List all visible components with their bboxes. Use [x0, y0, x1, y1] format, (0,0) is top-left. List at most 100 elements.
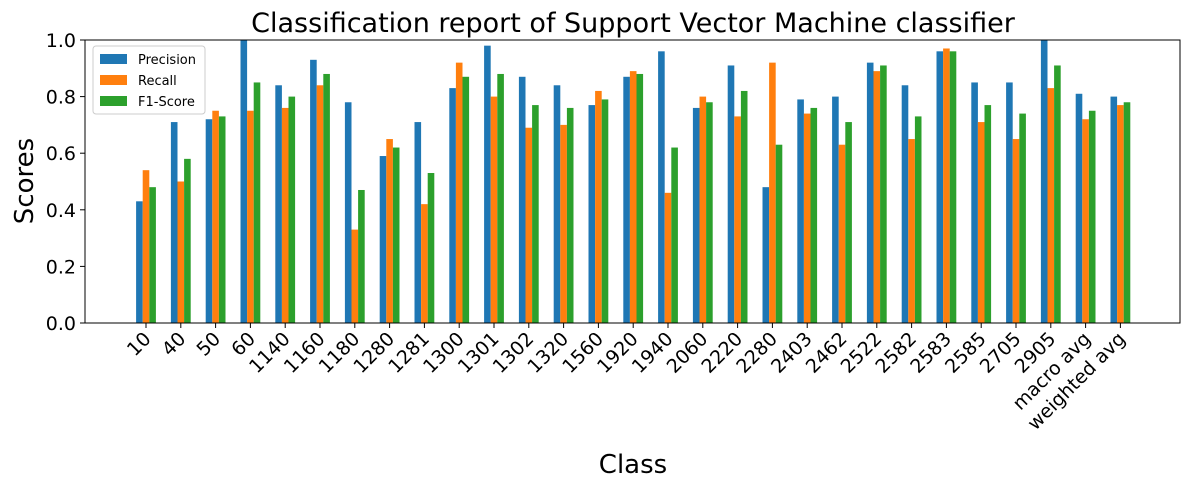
bar-f1-score-3	[253, 82, 261, 323]
bar-f1-score-26	[1054, 65, 1061, 323]
legend-swatch-f1-score	[100, 96, 127, 106]
bar-recall-22	[908, 139, 915, 323]
bar-recall-24	[977, 122, 985, 323]
bar-f1-score-27	[1088, 110, 1096, 323]
bar-precision-18	[762, 187, 770, 323]
bar-precision-15	[658, 51, 665, 323]
bar-precision-7	[379, 156, 387, 323]
bar-precision-24	[971, 82, 978, 323]
bar-recall-12	[560, 124, 567, 324]
bar-f1-score-5	[323, 73, 330, 324]
bar-precision-26	[1040, 40, 1048, 323]
bar-recall-23	[943, 48, 950, 324]
bar-precision-17	[727, 65, 735, 323]
series-precision	[136, 40, 1118, 324]
bar-precision-28	[1110, 96, 1118, 323]
legend-label-precision: Precision	[138, 53, 196, 68]
bar-recall-16	[699, 96, 707, 323]
bar-f1-score-25	[1019, 113, 1026, 323]
legend-swatch-precision	[100, 54, 127, 64]
y-tick-label-3: 0.6	[46, 143, 76, 165]
bar-f1-score-18	[775, 144, 783, 323]
series-recall	[142, 48, 1124, 324]
bar-f1-score-22	[914, 116, 922, 323]
bar-recall-26	[1047, 88, 1055, 323]
bar-f1-score-17	[740, 90, 748, 323]
bar-f1-score-7	[392, 147, 400, 323]
bar-f1-score-20	[845, 122, 852, 323]
bar-recall-4	[281, 107, 289, 323]
bar-recall-0	[142, 170, 150, 323]
bar-precision-13	[588, 105, 596, 323]
bar-f1-score-1	[184, 158, 191, 323]
bar-precision-0	[136, 201, 143, 323]
bar-recall-15	[664, 192, 672, 323]
bar-precision-2	[205, 119, 213, 324]
bar-precision-23	[936, 51, 944, 323]
legend-label-f1-score: F1-Score	[138, 95, 195, 110]
bar-recall-19	[803, 113, 811, 323]
bar-recall-28	[1117, 105, 1124, 323]
bar-recall-9	[455, 62, 463, 323]
bar-f1-score-23	[949, 51, 957, 323]
bar-precision-21	[866, 62, 874, 323]
bar-f1-score-19	[810, 107, 818, 323]
bar-f1-score-12	[566, 107, 574, 323]
bar-precision-16	[692, 107, 700, 323]
bar-precision-22	[901, 85, 909, 323]
legend-swatch-recall	[100, 75, 127, 85]
bar-f1-score-14	[636, 73, 644, 324]
x-tick-label-2: 50	[192, 328, 225, 361]
bar-precision-11	[518, 76, 526, 323]
bar-recall-2	[212, 110, 219, 323]
bar-precision-8	[414, 122, 422, 323]
x-tick-label-0: 10	[123, 328, 156, 361]
x-axis-title: Class	[599, 450, 667, 480]
bar-f1-score-11	[532, 105, 539, 323]
bar-f1-score-13	[601, 99, 609, 324]
y-tick-label-5: 1.0	[46, 30, 76, 52]
bar-precision-9	[449, 88, 456, 323]
y-tick-label-2: 0.4	[46, 200, 76, 222]
bar-f1-score-8	[427, 173, 435, 323]
bar-recall-25	[1012, 139, 1020, 323]
bar-f1-score-9	[462, 76, 470, 323]
series-f1-score	[149, 51, 1131, 324]
bars-group	[136, 40, 1131, 324]
bar-recall-5	[316, 85, 324, 323]
bar-recall-10	[490, 96, 498, 323]
y-tick-label-1: 0.2	[46, 256, 76, 278]
bar-recall-8	[421, 204, 428, 323]
bar-f1-score-10	[497, 73, 504, 324]
bar-precision-20	[832, 96, 839, 323]
bar-recall-20	[838, 144, 846, 323]
x-tick-label-1: 40	[158, 328, 191, 361]
y-tick-label-4: 0.8	[46, 87, 76, 109]
bar-recall-17	[734, 116, 741, 323]
legend: Precision Recall F1-Score	[92, 45, 206, 115]
bar-f1-score-24	[984, 105, 992, 323]
bar-f1-score-2	[218, 116, 226, 323]
bar-precision-14	[623, 76, 630, 323]
chart-title: Classification report of Support Vector …	[251, 8, 1016, 39]
bar-recall-14	[629, 71, 637, 323]
bar-f1-score-15	[671, 147, 678, 323]
bar-precision-4	[275, 85, 282, 323]
bar-precision-6	[344, 102, 352, 323]
bar-precision-10	[484, 45, 491, 323]
legend-label-recall: Recall	[138, 74, 177, 89]
bar-precision-5	[310, 59, 317, 324]
bar-precision-25	[1006, 82, 1013, 323]
bar-recall-27	[1082, 119, 1089, 324]
bar-precision-19	[797, 99, 804, 324]
bar-precision-27	[1075, 93, 1083, 324]
plot-frame	[84, 39, 1181, 324]
bar-recall-18	[769, 62, 776, 323]
bar-recall-1	[177, 181, 185, 323]
bar-recall-6	[351, 229, 359, 323]
bar-f1-score-0	[149, 187, 156, 323]
y-tick-label-0: 0.0	[46, 313, 76, 335]
bar-precision-3	[240, 40, 248, 323]
